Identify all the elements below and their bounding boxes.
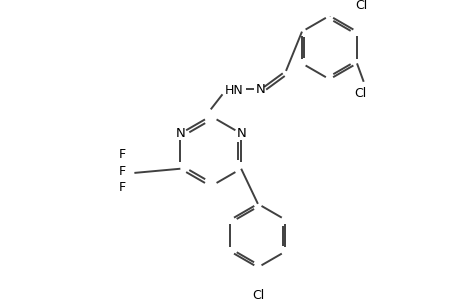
Text: F: F <box>119 148 126 161</box>
Text: HN: HN <box>224 85 243 98</box>
Text: F: F <box>119 165 126 178</box>
Text: F: F <box>119 182 126 194</box>
Text: N: N <box>256 83 265 96</box>
Text: N: N <box>175 127 185 140</box>
Text: Cl: Cl <box>353 87 366 100</box>
Text: N: N <box>236 127 246 140</box>
Text: Cl: Cl <box>354 0 367 12</box>
Text: Cl: Cl <box>251 289 263 300</box>
